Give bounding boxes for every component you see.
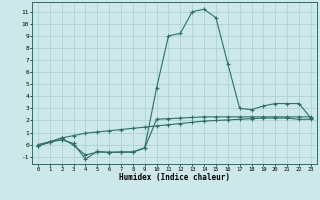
X-axis label: Humidex (Indice chaleur): Humidex (Indice chaleur) xyxy=(119,173,230,182)
